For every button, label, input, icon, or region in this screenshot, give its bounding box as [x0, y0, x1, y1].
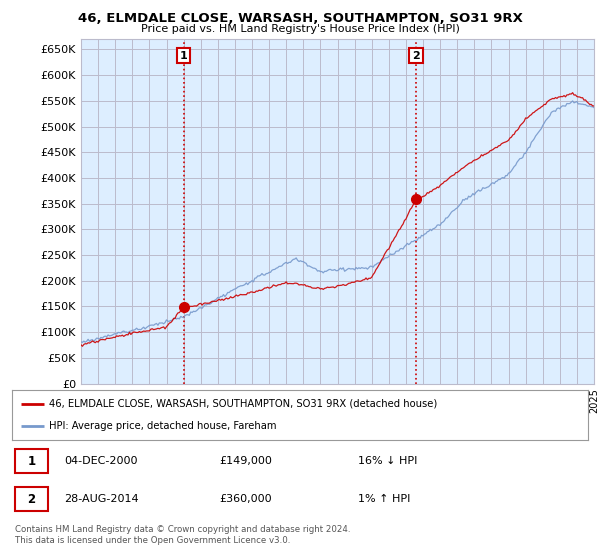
Text: £149,000: £149,000: [220, 456, 272, 466]
Text: 46, ELMDALE CLOSE, WARSASH, SOUTHAMPTON, SO31 9RX: 46, ELMDALE CLOSE, WARSASH, SOUTHAMPTON,…: [77, 12, 523, 25]
Text: HPI: Average price, detached house, Fareham: HPI: Average price, detached house, Fare…: [49, 421, 277, 431]
Text: 2: 2: [412, 50, 420, 60]
Text: 28-AUG-2014: 28-AUG-2014: [64, 494, 139, 504]
Text: 1% ↑ HPI: 1% ↑ HPI: [358, 494, 410, 504]
Text: 16% ↓ HPI: 16% ↓ HPI: [358, 456, 417, 466]
Text: £360,000: £360,000: [220, 494, 272, 504]
Text: Price paid vs. HM Land Registry's House Price Index (HPI): Price paid vs. HM Land Registry's House …: [140, 24, 460, 34]
Text: Contains HM Land Registry data © Crown copyright and database right 2024.
This d: Contains HM Land Registry data © Crown c…: [15, 525, 350, 545]
Text: 1: 1: [28, 455, 35, 468]
FancyBboxPatch shape: [15, 449, 48, 473]
FancyBboxPatch shape: [15, 487, 48, 511]
Text: 1: 1: [180, 50, 187, 60]
Text: 2: 2: [28, 493, 35, 506]
Text: 04-DEC-2000: 04-DEC-2000: [64, 456, 137, 466]
Text: 46, ELMDALE CLOSE, WARSASH, SOUTHAMPTON, SO31 9RX (detached house): 46, ELMDALE CLOSE, WARSASH, SOUTHAMPTON,…: [49, 399, 437, 409]
